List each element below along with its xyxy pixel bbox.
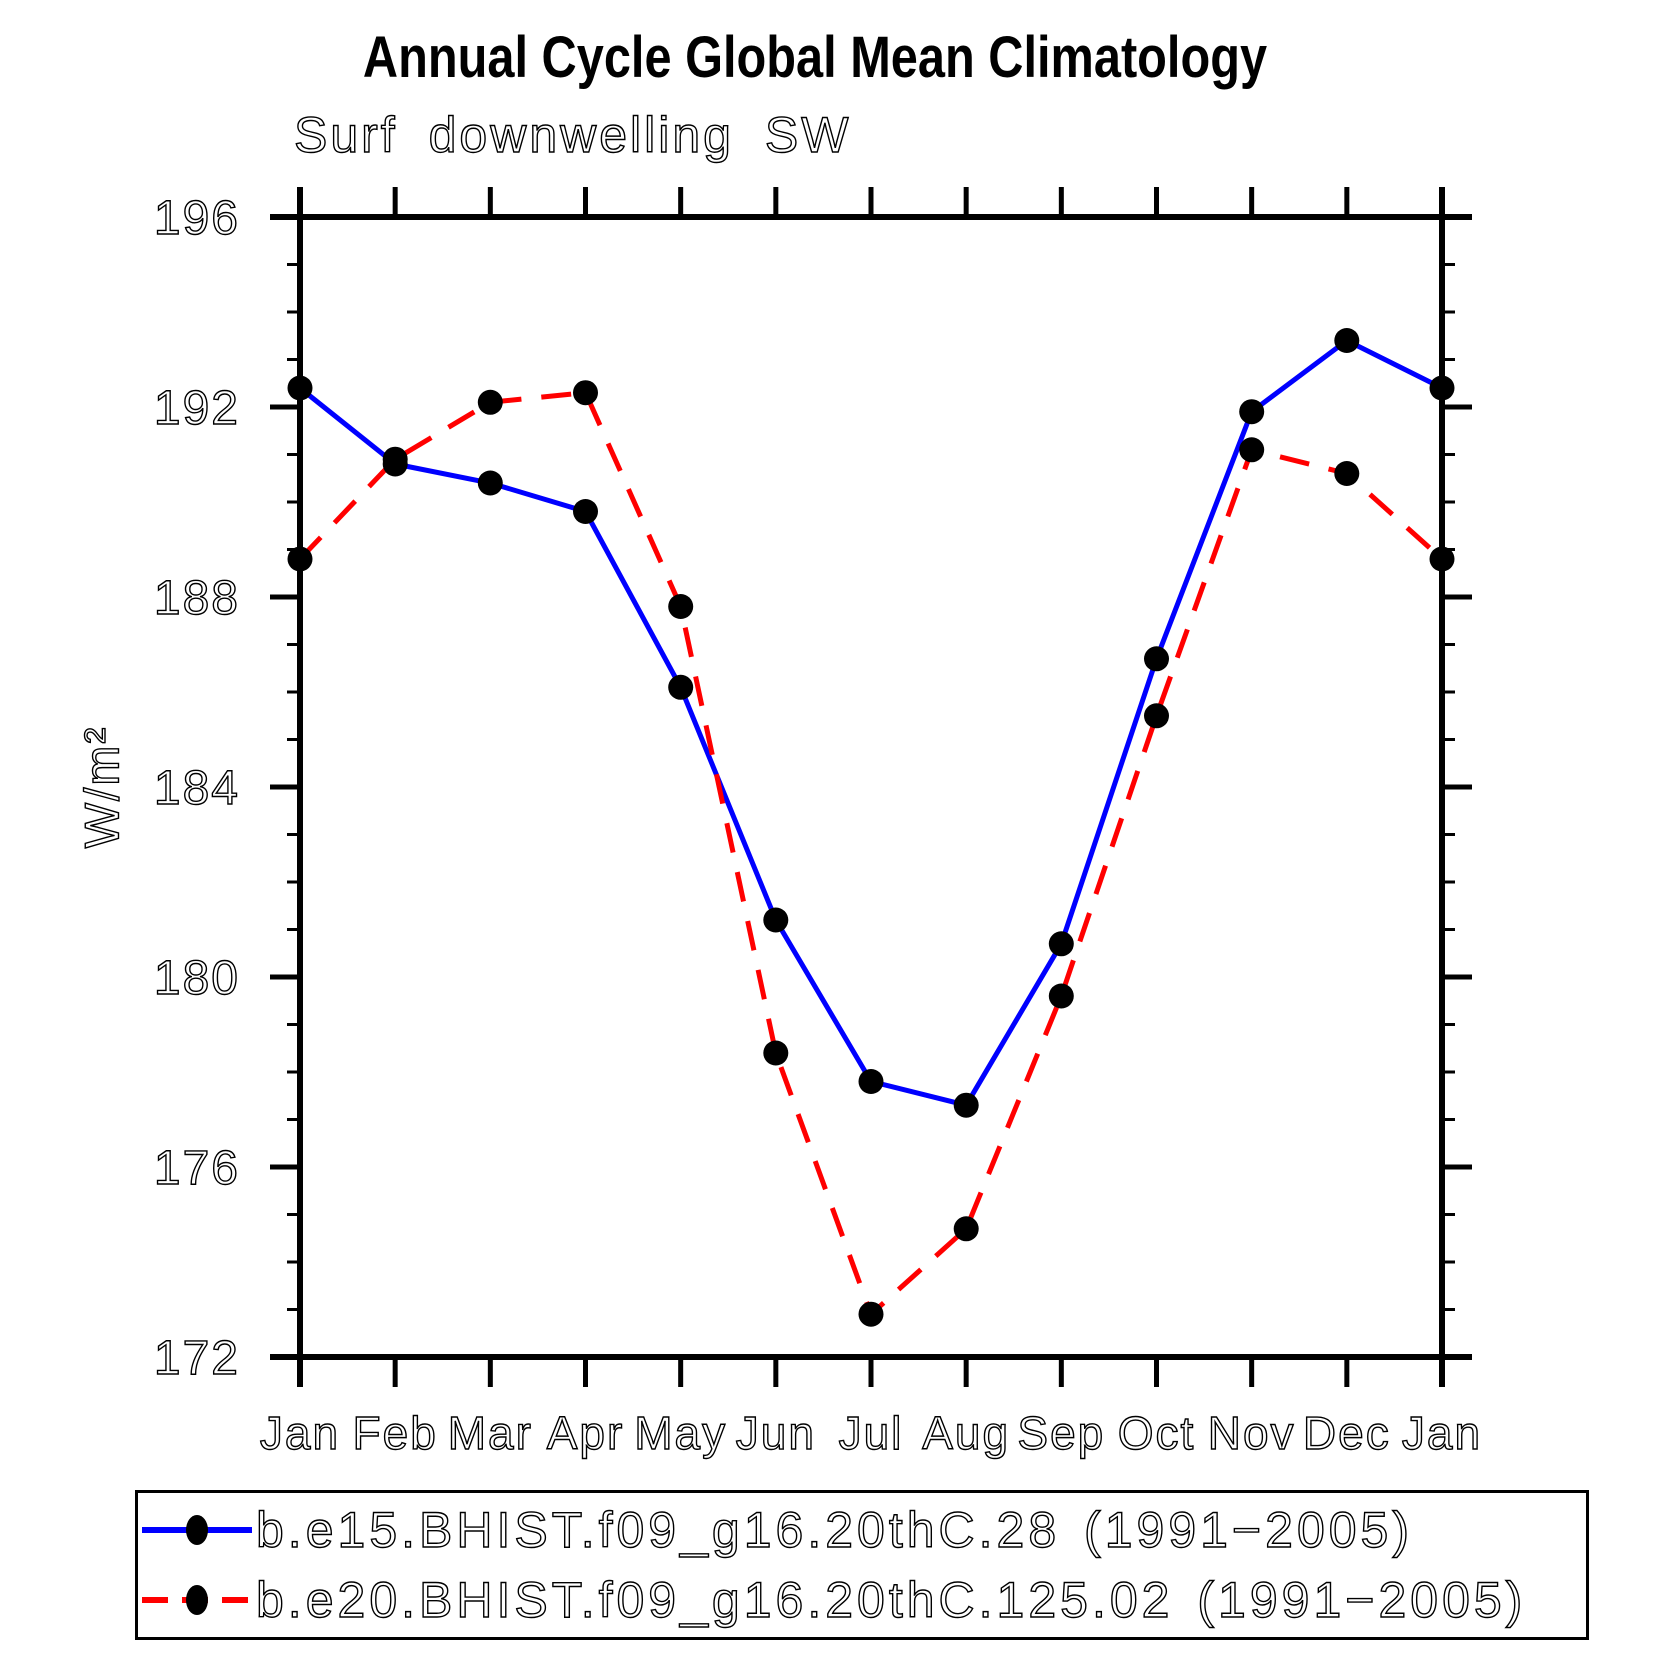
data-point-series-1 <box>763 1040 789 1066</box>
data-point-series-1 <box>953 1216 979 1242</box>
legend-item: b.e20.BHIST.f09_g16.20thC.125.02 (1991−2… <box>138 1567 1586 1633</box>
x-tick-label: Aug <box>922 1407 1010 1459</box>
legend-marker-icon <box>186 1515 208 1545</box>
y-tick-label: 172 <box>154 1332 240 1385</box>
data-point-series-1 <box>1334 461 1360 486</box>
data-point-series-1 <box>1239 437 1265 463</box>
y-tick-label: 188 <box>154 572 240 625</box>
data-point-series-1 <box>1429 546 1455 572</box>
data-point-series-1 <box>477 389 503 415</box>
legend: b.e15.BHIST.f09_g16.20thC.28 (1991−2005)… <box>135 1490 1589 1640</box>
legend-marker-icon <box>186 1585 208 1615</box>
x-tick-label: Sep <box>1017 1407 1105 1459</box>
legend-label: b.e15.BHIST.f09_g16.20thC.28 (1991−2005) <box>255 1501 1414 1558</box>
x-tick-label: Jan <box>1402 1407 1482 1459</box>
data-point-series-0 <box>1429 375 1455 401</box>
x-tick-label: Jan <box>260 1407 340 1459</box>
data-point-series-0 <box>287 375 313 401</box>
x-tick-label: Feb <box>353 1407 438 1459</box>
y-tick-label: 192 <box>154 382 240 435</box>
data-point-series-0 <box>1048 931 1074 957</box>
data-point-series-0 <box>1239 399 1265 425</box>
data-point-series-0 <box>953 1092 979 1118</box>
data-point-series-0 <box>1144 646 1169 672</box>
x-tick-label: May <box>634 1407 727 1459</box>
legend-dashed-line-sample <box>142 1585 252 1615</box>
data-point-series-1 <box>668 594 694 619</box>
series-line-0 <box>298 337 1444 1109</box>
x-tick-label: Dec <box>1303 1407 1391 1459</box>
legend-label: b.e20.BHIST.f09_g16.20thC.125.02 (1991−2… <box>255 1571 1527 1628</box>
y-tick-label: 176 <box>154 1142 240 1195</box>
series-line-1 <box>298 390 1444 1319</box>
data-point-series-1 <box>382 446 408 472</box>
legend-solid-line-sample <box>142 1515 252 1545</box>
data-point-series-1 <box>1048 983 1074 1009</box>
data-point-series-0 <box>573 499 598 524</box>
x-tick-label: Nov <box>1208 1407 1296 1459</box>
data-point-series-0 <box>763 907 789 933</box>
y-tick-label: 180 <box>154 952 240 1005</box>
chart-subtitle: Surf downwelling SW <box>293 106 852 163</box>
y-tick-label: 196 <box>154 192 240 245</box>
data-point-series-0 <box>668 674 694 700</box>
legend-item: b.e15.BHIST.f09_g16.20thC.28 (1991−2005) <box>138 1497 1586 1563</box>
x-tick-label: Mar <box>448 1407 533 1459</box>
data-point-series-0 <box>1334 328 1360 353</box>
y-tick-label: 184 <box>154 762 240 815</box>
data-point-series-1 <box>1144 703 1169 729</box>
chart-title: Annual Cycle Global Mean Climatology <box>362 25 1268 90</box>
x-tick-label: Oct <box>1118 1407 1196 1459</box>
x-tick-label: Apr <box>547 1407 625 1459</box>
x-tick-label: Jul <box>839 1407 904 1459</box>
data-point-series-0 <box>858 1069 884 1094</box>
data-point-series-1 <box>858 1301 884 1327</box>
x-tick-label: Jun <box>736 1407 816 1459</box>
data-point-series-1 <box>287 546 313 572</box>
data-point-series-1 <box>573 380 598 406</box>
data-point-series-0 <box>477 470 503 496</box>
